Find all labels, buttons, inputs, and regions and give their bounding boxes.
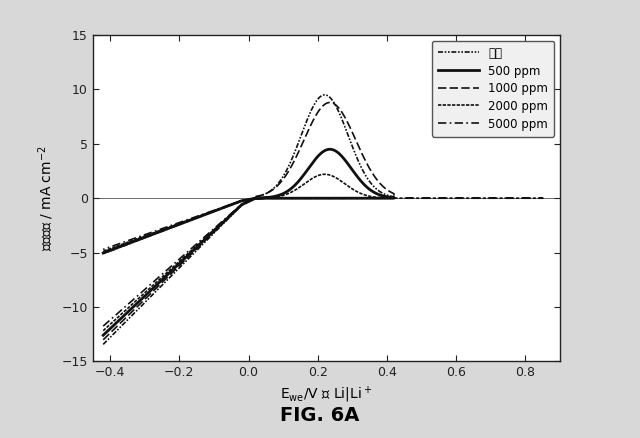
1000 ppm <box>99 249 107 254</box>
500 ppm <box>159 276 166 282</box>
乾燥 <box>356 162 364 168</box>
乾燥 <box>335 110 343 115</box>
1000 ppm <box>159 279 166 285</box>
2000 ppm <box>321 172 328 177</box>
乾燥 <box>159 282 166 287</box>
乾燥 <box>216 206 224 212</box>
Text: FIG. 6A: FIG. 6A <box>280 406 360 425</box>
5000 ppm <box>292 195 300 201</box>
1000 ppm <box>227 202 235 208</box>
5000 ppm <box>99 247 107 252</box>
Legend: 乾燥, 500 ppm, 1000 ppm, 2000 ppm, 5000 ppm: 乾燥, 500 ppm, 1000 ppm, 2000 ppm, 5000 pp… <box>431 41 554 137</box>
1000 ppm <box>335 106 343 111</box>
Line: 5000 ppm: 5000 ppm <box>103 198 543 326</box>
Line: 乾燥: 乾燥 <box>103 95 394 344</box>
500 ppm <box>281 195 289 201</box>
500 ppm <box>216 206 224 212</box>
2000 ppm <box>227 202 235 207</box>
1000 ppm <box>216 206 224 211</box>
5000 ppm <box>252 195 259 201</box>
Line: 500 ppm: 500 ppm <box>103 149 394 335</box>
X-axis label: $\mathregular{E_{we}}$/V 対 Li|Li$\mathregular{^+}$: $\mathregular{E_{we}}$/V 対 Li|Li$\mathre… <box>280 385 372 405</box>
Line: 2000 ppm: 2000 ppm <box>103 174 394 331</box>
2000 ppm <box>335 177 343 182</box>
500 ppm <box>335 151 343 156</box>
500 ppm <box>99 251 107 256</box>
2000 ppm <box>281 195 289 201</box>
5000 ppm <box>488 195 495 201</box>
2000 ppm <box>356 191 364 196</box>
5000 ppm <box>276 195 284 201</box>
乾燥 <box>99 251 107 256</box>
乾燥 <box>281 195 289 201</box>
Line: 1000 ppm: 1000 ppm <box>103 102 394 340</box>
500 ppm <box>326 147 333 152</box>
1000 ppm <box>281 195 289 201</box>
2000 ppm <box>216 206 224 211</box>
5000 ppm <box>456 195 464 201</box>
乾燥 <box>99 342 107 347</box>
1000 ppm <box>356 147 364 152</box>
500 ppm <box>227 202 235 208</box>
乾燥 <box>321 92 328 98</box>
500 ppm <box>356 177 364 183</box>
2000 ppm <box>159 274 166 279</box>
乾燥 <box>227 202 235 208</box>
2000 ppm <box>99 248 107 254</box>
500 ppm <box>99 332 107 338</box>
5000 ppm <box>99 324 107 329</box>
Y-axis label: 電流密度 / mA cm$^{-2}$: 電流密度 / mA cm$^{-2}$ <box>36 145 56 251</box>
1000 ppm <box>99 337 107 343</box>
2000 ppm <box>99 328 107 333</box>
5000 ppm <box>374 195 382 201</box>
5000 ppm <box>189 244 197 250</box>
1000 ppm <box>326 100 333 105</box>
